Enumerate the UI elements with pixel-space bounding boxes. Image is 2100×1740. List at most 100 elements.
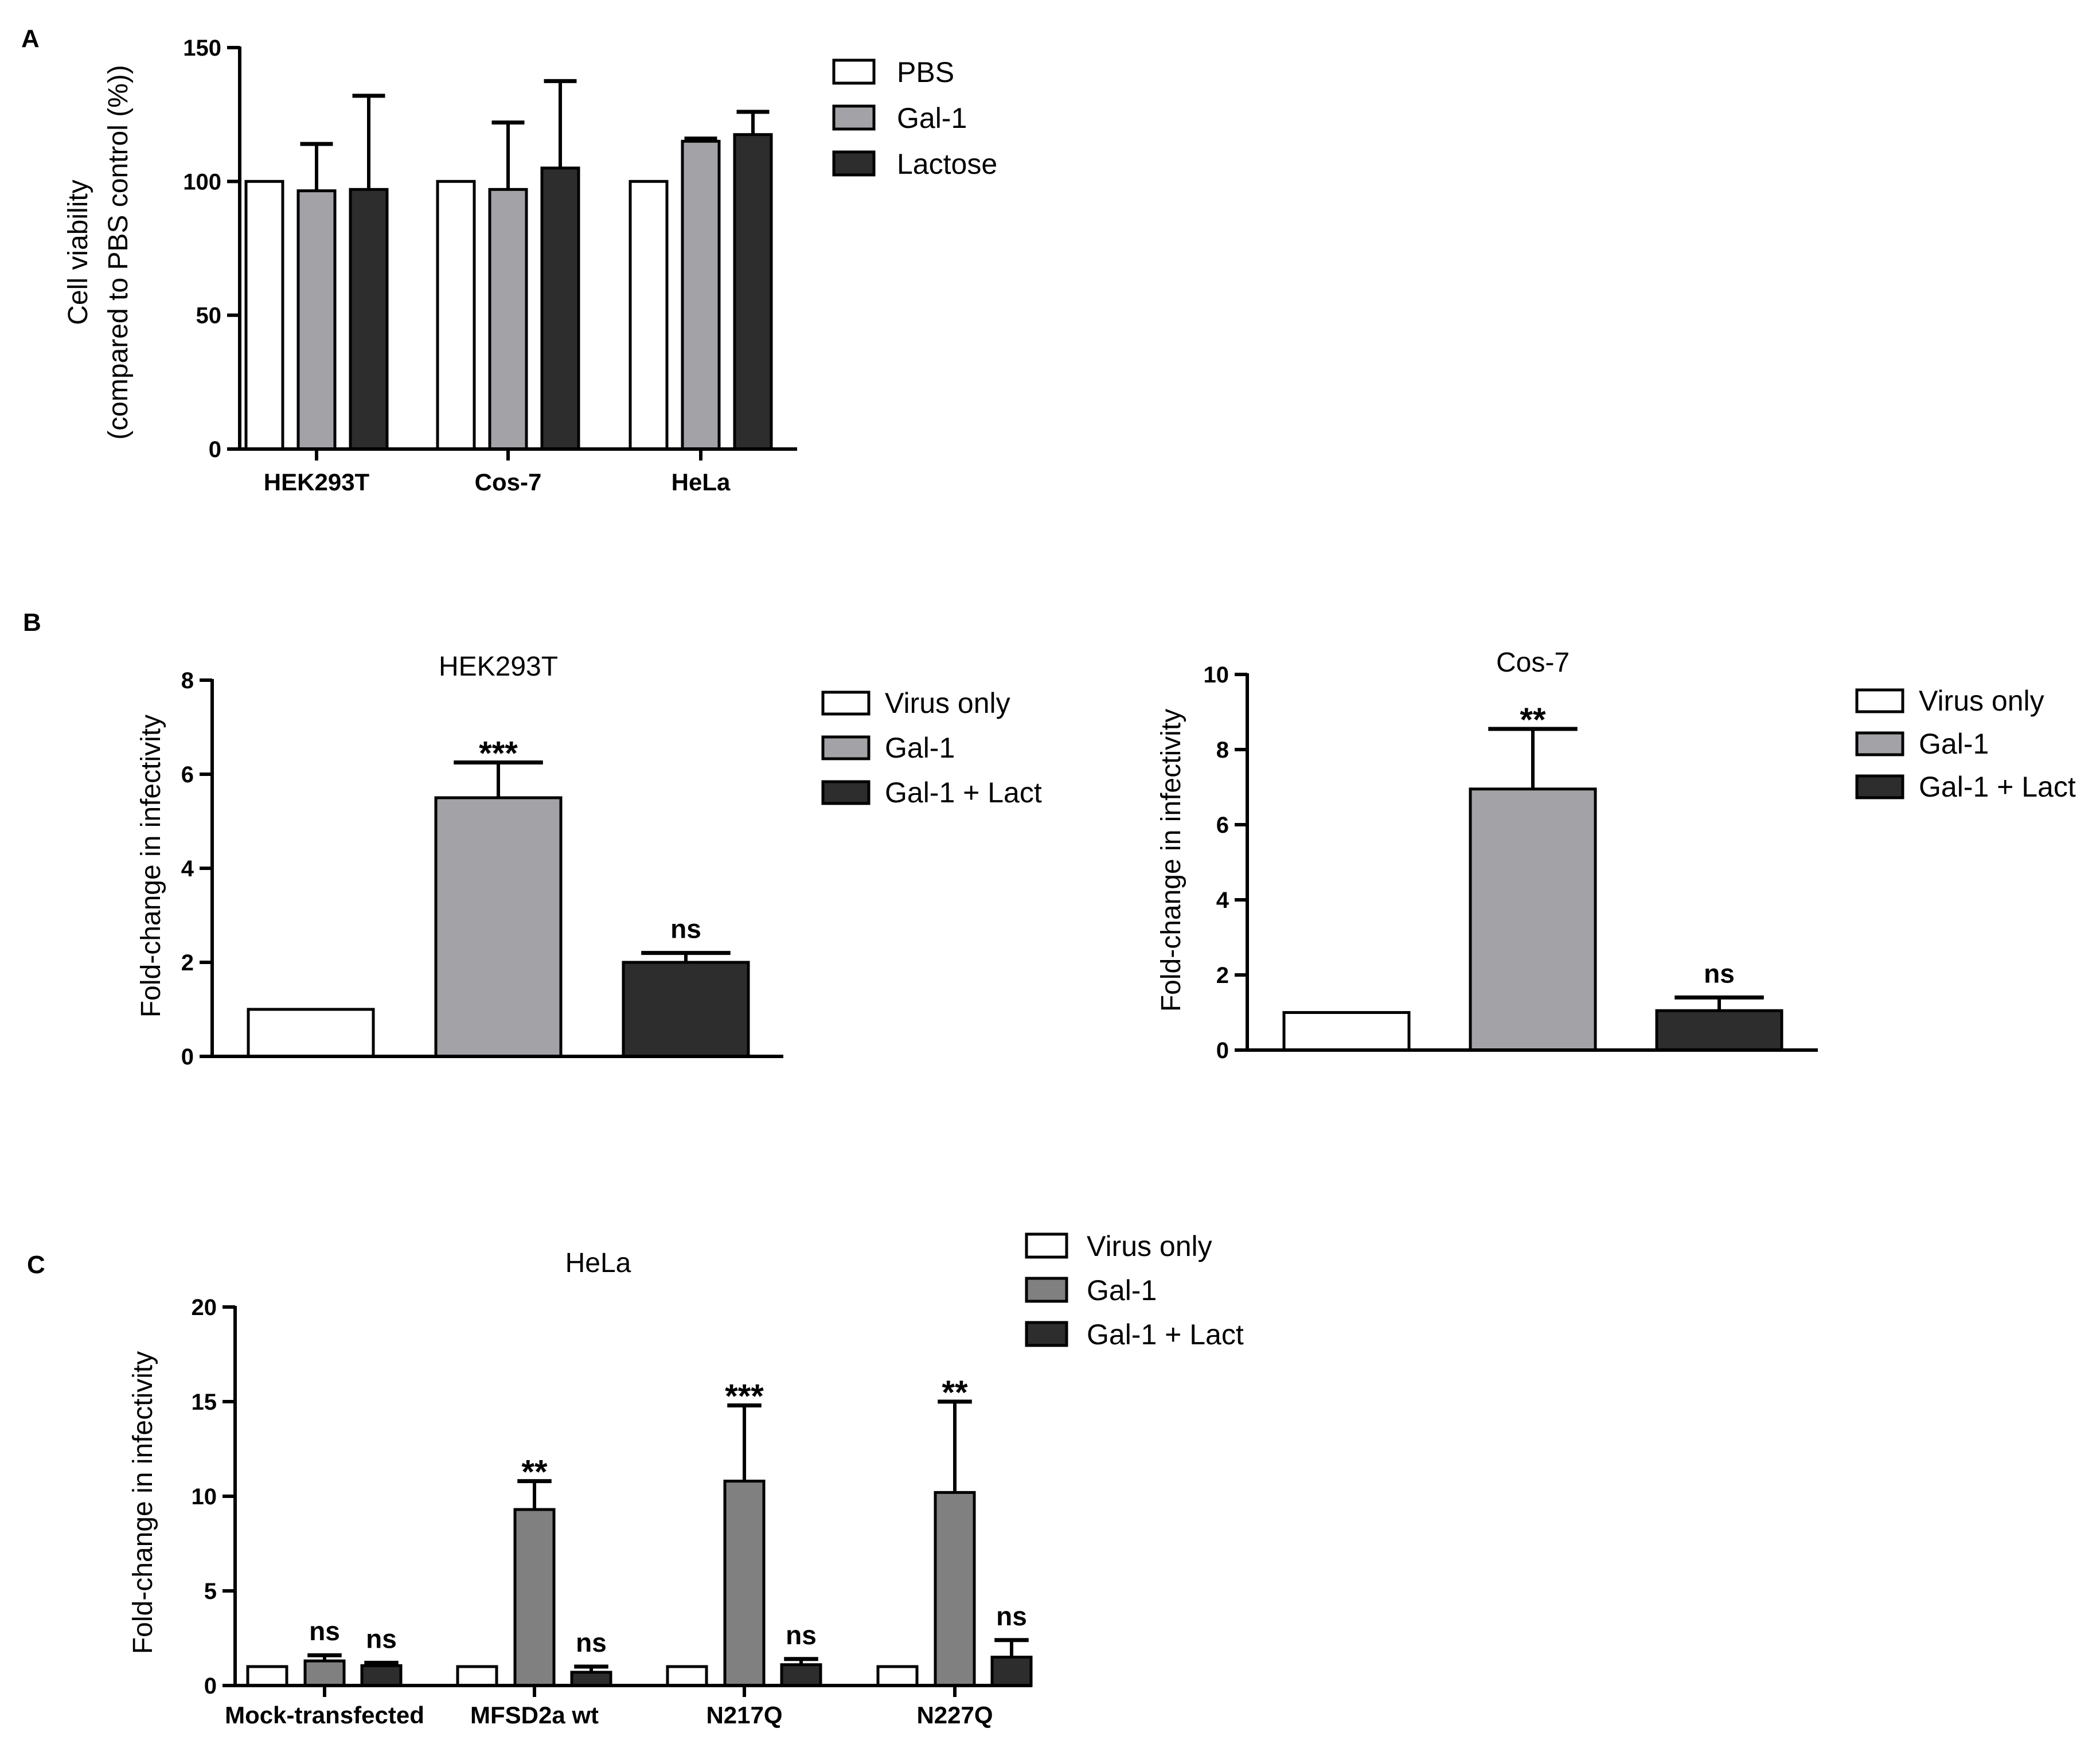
significance-b2-2-0: ns [1704, 958, 1735, 988]
y-tick-label-b1-4: 8 [181, 668, 194, 693]
x-tick-label-a-2: HeLa [672, 469, 731, 496]
bar-a-pbs-0 [244, 180, 284, 451]
legend-b2: Virus only Gal-1 Gal-1 + Lact [1855, 685, 2076, 803]
legend-c: Virus only Gal-1 Gal-1 + Lact [1025, 1230, 1244, 1351]
bar-a-lactose-2 [733, 133, 773, 451]
legend-a: PBS Gal-1 Lactose [832, 56, 997, 180]
legend-label-b2-0: Virus only [1919, 685, 2044, 717]
y-tick-label-b2-1: 2 [1216, 963, 1229, 988]
y-tick-label-b1-1: 2 [181, 950, 194, 976]
bar-b1-gal-1-0 [434, 796, 563, 1058]
x-tick-label-c-1: MFSD2a wt [470, 1702, 599, 1729]
y-axis-label-a-1: (compared to PBS control (%)) [103, 65, 134, 440]
bar-a-pbs-2 [629, 180, 669, 451]
bar-a-gal-1-2 [681, 139, 721, 451]
panel-label-c: C [27, 1251, 45, 1279]
x-tick-label-a-0: HEK293T [264, 469, 370, 496]
legend-label-c-0: Virus only [1087, 1230, 1212, 1262]
legend-label-a-2: Lactose [897, 148, 997, 180]
x-tick-label-c-3: N227Q [916, 1702, 993, 1729]
significance-c-2-3: ns [996, 1601, 1027, 1631]
bar-c-gal-1-3 [934, 1491, 976, 1687]
chart-a: 0 50 100 150 HEK293T Cos-7 HeLa Cell viability (… [63, 36, 997, 496]
bar-c-virus-only-1 [456, 1665, 498, 1687]
significance-b2-1-0: ** [1520, 701, 1546, 739]
bar-c-gal-1-lact-1 [570, 1671, 612, 1687]
legend-swatch-c-0 [1025, 1232, 1068, 1259]
legend-swatch-a-0 [832, 58, 876, 85]
y-tick-label-b2-4: 8 [1216, 738, 1229, 763]
chart-b1: *** ns 0 2 4 6 8 HEK293T Fold-change in infectiv… [136, 651, 1042, 1070]
panel-label-a: A [21, 25, 40, 53]
bar-a-lactose-1 [540, 166, 580, 451]
bar-a-gal-1-0 [296, 189, 337, 451]
legend-label-c-1: Gal-1 [1087, 1274, 1157, 1306]
legend-swatch-a-2 [832, 150, 876, 177]
y-tick-label-c-4: 20 [192, 1295, 217, 1320]
bar-a-lactose-0 [349, 188, 389, 451]
bar-c-virus-only-2 [666, 1665, 708, 1687]
y-tick-label-b2-5: 10 [1204, 662, 1229, 688]
chart-title-c: HeLa [565, 1248, 631, 1278]
legend-label-c-2: Gal-1 + Lact [1087, 1318, 1244, 1351]
significance-b1-1-0: *** [479, 735, 518, 773]
y-axis-label-a-0: Cell viability [63, 180, 93, 325]
significance-c-1-1: ** [521, 1454, 548, 1491]
bar-b2-gal-1-0 [1469, 787, 1597, 1052]
y-tick-label-b2-0: 0 [1216, 1038, 1229, 1063]
bar-c-gal-1-0 [303, 1659, 346, 1687]
y-axis-label-b2-0: Fold-change in infectivity [1156, 709, 1186, 1012]
bar-c-virus-only-3 [876, 1665, 919, 1687]
bar-b2-virus-only-0 [1282, 1011, 1411, 1052]
y-tick-label-a-3: 150 [183, 36, 221, 61]
legend-swatch-c-2 [1025, 1321, 1068, 1347]
significance-c-1-0: ns [309, 1616, 340, 1646]
bar-a-pbs-1 [436, 180, 476, 451]
bar-b2-gal-1-lact-0 [1655, 1009, 1783, 1052]
bar-c-gal-1-lact-3 [990, 1656, 1033, 1687]
legend-swatch-b1-1 [821, 735, 871, 760]
bar-b1-gal-1-lact-0 [622, 961, 750, 1058]
x-tick-label-a-1: Cos-7 [475, 469, 542, 496]
y-tick-label-b2-2: 4 [1216, 888, 1229, 913]
legend-swatch-b2-2 [1855, 774, 1904, 799]
significance-c-2-1: ns [576, 1628, 607, 1657]
legend-label-b1-0: Virus only [885, 687, 1010, 719]
significance-b1-2-0: ns [670, 914, 701, 944]
chart-c: ns***** **ns ns nsns05101520Mock-transfecte… [128, 1230, 1244, 1729]
y-tick-label-b2-3: 6 [1216, 813, 1229, 838]
legend-label-b2-2: Gal-1 + Lact [1919, 771, 2076, 803]
significance-c-1-2: *** [725, 1378, 764, 1415]
y-tick-label-c-1: 5 [204, 1579, 217, 1604]
bar-b1-virus-only-0 [247, 1008, 375, 1058]
significance-c-2-0: ns [366, 1624, 397, 1653]
bar-c-gal-1-2 [723, 1480, 766, 1687]
y-tick-label-a-2: 100 [183, 169, 221, 194]
legend-swatch-b2-0 [1855, 688, 1904, 713]
y-axis-label-c-0: Fold-change in infectivity [128, 1351, 158, 1654]
legend-swatch-b1-2 [821, 780, 871, 805]
legend-label-a-1: Gal-1 [897, 102, 967, 134]
bar-a-gal-1-1 [488, 188, 528, 451]
bar-c-virus-only-0 [246, 1665, 288, 1687]
y-tick-label-c-2: 10 [192, 1484, 217, 1509]
legend-label-b2-1: Gal-1 [1919, 728, 1989, 760]
chart-title-b2: Cos-7 [1496, 647, 1570, 678]
significance-c-2-2: ns [786, 1620, 817, 1650]
x-tick-label-c-2: N217Q [706, 1702, 782, 1729]
chart-b2: ** ns 0 2 4 6 8 10 Cos-7 Fold-change in infectivi… [1156, 647, 2076, 1063]
legend-b1: Virus only Gal-1 Gal-1 + Lact [821, 687, 1042, 809]
significance-c-1-3: ** [942, 1374, 968, 1411]
legend-label-b1-2: Gal-1 + Lact [885, 777, 1042, 809]
y-tick-label-b1-3: 6 [181, 762, 194, 787]
y-tick-label-b1-2: 4 [181, 856, 194, 881]
y-tick-label-a-0: 0 [209, 437, 221, 462]
bar-c-gal-1-lact-2 [780, 1663, 822, 1687]
y-tick-label-b1-0: 0 [181, 1044, 194, 1070]
y-tick-label-c-3: 15 [192, 1390, 217, 1415]
legend-swatch-b2-1 [1855, 731, 1904, 756]
y-tick-label-a-1: 50 [196, 303, 222, 329]
x-tick-label-c-0: Mock-transfected [225, 1702, 424, 1729]
